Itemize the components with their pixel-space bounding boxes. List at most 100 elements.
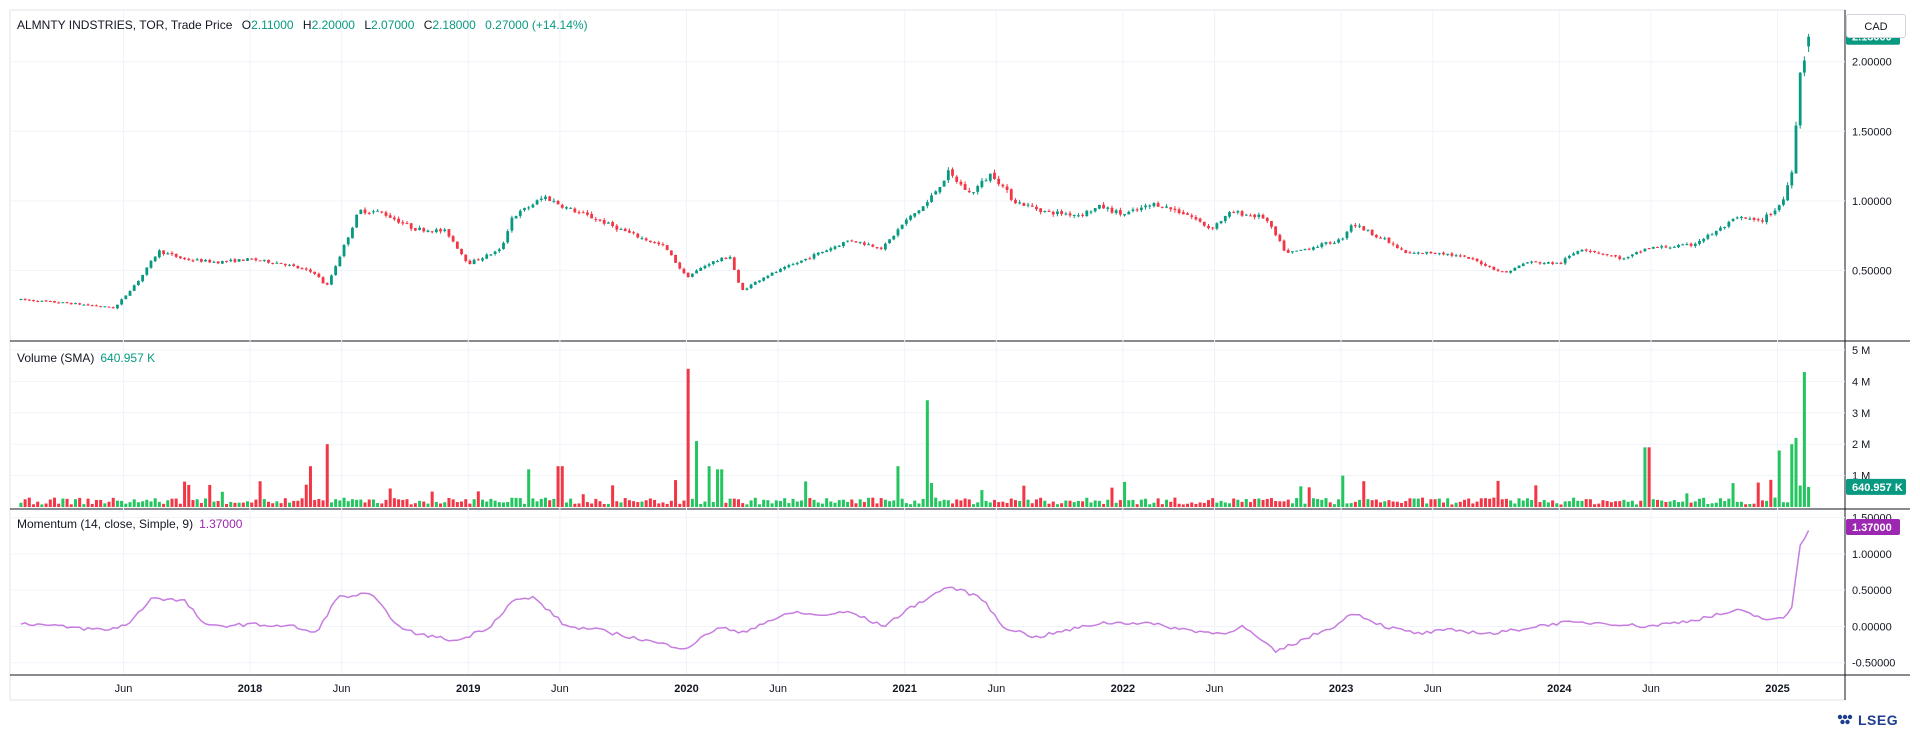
low-label: L bbox=[364, 18, 372, 32]
candle-body bbox=[1324, 242, 1328, 244]
candle-body bbox=[1442, 252, 1445, 255]
volume-bar bbox=[1588, 499, 1592, 507]
candle-body bbox=[309, 269, 312, 272]
candle-body bbox=[342, 244, 346, 257]
candle-body bbox=[737, 269, 740, 283]
volume-bar bbox=[1337, 499, 1341, 507]
candle-body bbox=[682, 268, 686, 274]
volume-bar bbox=[187, 484, 191, 507]
candle-body bbox=[1731, 219, 1735, 222]
volume-bar bbox=[1546, 502, 1550, 507]
candle-body bbox=[162, 250, 165, 255]
volume-bar bbox=[1009, 498, 1013, 507]
candle-body bbox=[1026, 204, 1030, 206]
candle-body bbox=[745, 288, 749, 290]
volume-bar bbox=[1496, 480, 1500, 507]
volume-bar bbox=[1064, 500, 1068, 507]
candle-body bbox=[732, 257, 736, 270]
lseg-logo[interactable]: LSEG bbox=[1836, 712, 1898, 728]
volume-bar bbox=[1563, 501, 1567, 507]
volume-bar bbox=[1114, 502, 1118, 507]
volume-bar bbox=[732, 498, 736, 507]
volume-bar bbox=[141, 501, 145, 507]
candle-body bbox=[401, 222, 405, 224]
candle-body bbox=[1467, 257, 1471, 259]
volume-bar bbox=[1244, 498, 1248, 507]
candle-body bbox=[1794, 125, 1798, 174]
candle-body bbox=[65, 302, 69, 304]
candle-body bbox=[892, 235, 896, 240]
volume-bar bbox=[833, 502, 837, 507]
candle-body bbox=[346, 237, 350, 245]
candle-body bbox=[1429, 251, 1433, 254]
time-tick-label: 2021 bbox=[892, 683, 916, 695]
candle-body bbox=[506, 231, 510, 243]
volume-bar bbox=[1341, 475, 1345, 507]
candle-body bbox=[367, 212, 371, 214]
candle-body bbox=[854, 241, 858, 243]
volume-bar bbox=[585, 502, 589, 507]
candle-body bbox=[779, 268, 782, 272]
candle-body bbox=[720, 257, 724, 262]
volume-bar bbox=[1328, 502, 1332, 507]
volume-bar bbox=[1362, 481, 1366, 507]
volume-bar bbox=[199, 502, 203, 507]
candle-body bbox=[1211, 227, 1215, 229]
volume-bar bbox=[502, 502, 505, 507]
volume-bar bbox=[1618, 501, 1622, 507]
time-tick-label: 2020 bbox=[674, 683, 698, 695]
candle-body bbox=[1593, 250, 1596, 253]
candle-body bbox=[946, 170, 950, 181]
candle-body bbox=[825, 250, 829, 253]
time-tick-label: Jun bbox=[333, 683, 351, 695]
volume-bar bbox=[1051, 501, 1055, 507]
candle-body bbox=[359, 209, 363, 214]
volume-bar bbox=[317, 498, 321, 507]
volume-bar bbox=[27, 497, 31, 507]
candle-body bbox=[1358, 225, 1361, 227]
volume-bar bbox=[1622, 499, 1626, 507]
volume-bar bbox=[292, 500, 296, 507]
volume-bar bbox=[1685, 493, 1689, 507]
volume-bar bbox=[816, 502, 820, 507]
volume-bar bbox=[1710, 503, 1714, 507]
momentum-label: Momentum (14, close, Simple, 9) bbox=[17, 517, 194, 531]
volume-bar bbox=[271, 503, 275, 507]
candle-body bbox=[1656, 247, 1659, 249]
candle-body bbox=[762, 277, 766, 281]
candle-body bbox=[1416, 252, 1420, 254]
volume-bar bbox=[363, 502, 367, 507]
volume-bar bbox=[1656, 499, 1660, 507]
candle-body bbox=[842, 242, 845, 247]
candle-body bbox=[850, 240, 854, 242]
volume-bar bbox=[837, 500, 841, 507]
candle-body bbox=[1509, 270, 1513, 273]
volume-bar bbox=[233, 502, 237, 507]
candle-body bbox=[288, 264, 291, 266]
candle-body bbox=[1748, 218, 1752, 220]
volume-bar bbox=[900, 498, 904, 507]
volume-bar bbox=[799, 500, 803, 507]
candle-body bbox=[451, 236, 455, 242]
volume-bar bbox=[1425, 503, 1429, 507]
volume-bar bbox=[1391, 501, 1395, 507]
candle-body bbox=[434, 229, 438, 233]
volume-bar bbox=[174, 498, 178, 507]
volume-bar bbox=[615, 501, 619, 507]
volume-bar bbox=[1626, 501, 1630, 507]
brand-text: LSEG bbox=[1858, 712, 1899, 728]
candle-body bbox=[1051, 211, 1055, 215]
currency-button[interactable]: CAD bbox=[1846, 14, 1906, 38]
volume-bar bbox=[1471, 503, 1475, 507]
time-tick-label: Jun bbox=[1424, 683, 1442, 695]
volume-bar bbox=[334, 499, 338, 507]
candle-body bbox=[1337, 239, 1340, 243]
volume-bar bbox=[485, 501, 489, 507]
candle-body bbox=[493, 251, 497, 254]
volume-bar bbox=[678, 503, 682, 507]
volume-bar bbox=[1488, 498, 1492, 507]
volume-bar bbox=[1479, 498, 1483, 507]
volume-bar bbox=[892, 500, 896, 507]
candle-body bbox=[972, 192, 975, 194]
